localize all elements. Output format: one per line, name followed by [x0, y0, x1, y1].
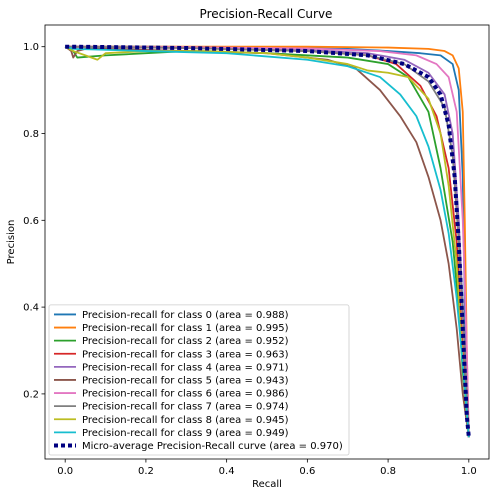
y-tick-label: 0.4	[23, 303, 39, 314]
legend-label-8: Precision-recall for class 8 (area = 0.9…	[82, 415, 289, 426]
x-axis-title: Recall	[252, 479, 282, 490]
y-axis-title: Precision	[6, 220, 17, 265]
legend-label-4: Precision-recall for class 4 (area = 0.9…	[82, 362, 289, 373]
y-tick-label: 0.6	[23, 216, 39, 227]
x-tick-label: 0.6	[299, 466, 315, 477]
y-tick-label: 0.2	[23, 389, 39, 400]
plot-frame	[44, 24, 490, 460]
plot-area	[64, 44, 471, 438]
legend: Precision-recall for class 0 (area = 0.9…	[48, 304, 350, 456]
axis-ticks: 0.0 0.2 0.4 0.6 0.8 1.0 0.2 0.4 0.6 0.8 1.0	[23, 42, 477, 477]
legend-label-6: Precision-recall for class 6 (area = 0.9…	[82, 389, 289, 400]
legend-label-9: Precision-recall for class 9 (area = 0.9…	[82, 428, 289, 439]
x-tick-label: 0.8	[380, 466, 396, 477]
series-line-8	[64, 45, 470, 438]
legend-label-0: Precision-recall for class 0 (area = 0.9…	[82, 310, 289, 321]
legend-box	[48, 304, 350, 456]
y-tick-label: 1.0	[23, 42, 39, 53]
series-line-9	[64, 45, 470, 438]
legend-label-1: Precision-recall for class 1 (area = 0.9…	[82, 323, 289, 334]
y-tick-label: 0.8	[23, 129, 39, 140]
legend-label-2: Precision-recall for class 2 (area = 0.9…	[82, 336, 289, 347]
x-tick-label: 0.4	[219, 466, 235, 477]
series-line-10	[65, 44, 471, 438]
legend-label-10: Micro-average Precision-Recall curve (ar…	[82, 441, 343, 452]
x-tick-label: 0.0	[57, 466, 73, 477]
x-tick-label: 0.2	[138, 466, 154, 477]
legend-label-7: Precision-recall for class 7 (area = 0.9…	[82, 402, 289, 413]
legend-label-3: Precision-recall for class 3 (area = 0.9…	[82, 349, 289, 360]
legend-label-5: Precision-recall for class 5 (area = 0.9…	[82, 375, 289, 386]
x-tick-label: 1.0	[461, 466, 477, 477]
series-line-2	[64, 45, 470, 438]
chart-title: Precision-Recall Curve	[200, 7, 333, 21]
